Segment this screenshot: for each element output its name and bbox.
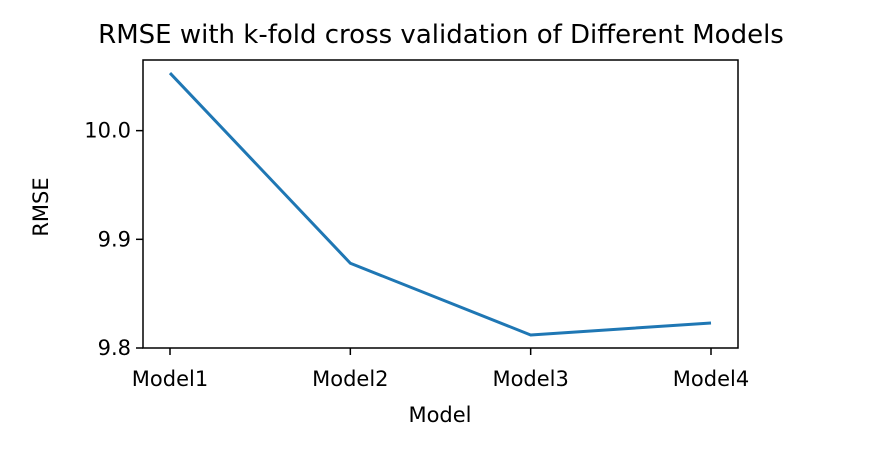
x-tick-label: Model1 (132, 367, 208, 391)
plot-frame (142, 59, 739, 349)
x-axis-label: Model (408, 403, 471, 427)
y-tick-label: 10.0 (84, 119, 131, 143)
chart-title: RMSE with k-fold cross validation of Dif… (98, 20, 784, 50)
series-layer (168, 72, 712, 337)
y-tick-label: 9.9 (98, 227, 131, 251)
y-axis: 9.8 9.9 10.0 (84, 119, 143, 360)
x-tick-label: Model2 (312, 367, 388, 391)
x-tick-label: Model3 (492, 367, 568, 391)
series-line (168, 72, 712, 337)
x-axis: Model1 Model2 Model3 Model4 (132, 348, 749, 391)
y-tick-label: 9.8 (98, 336, 131, 360)
y-axis-label: RMSE (29, 177, 53, 236)
x-tick-label: Model4 (673, 367, 749, 391)
